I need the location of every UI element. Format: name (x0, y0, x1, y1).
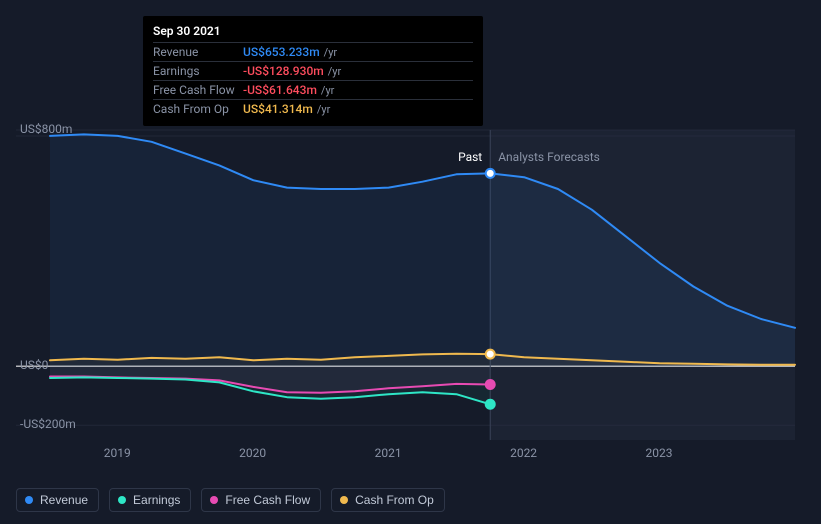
legend-item-label: Earnings (133, 493, 180, 507)
legend-color-dot (25, 496, 33, 504)
legend-item-label: Free Cash Flow (225, 493, 310, 507)
tooltip-row-value: US$41.314m (243, 101, 313, 118)
legend-item-label: Cash From Op (355, 493, 434, 507)
forecast-region-label: Analysts Forecasts (498, 150, 600, 164)
tooltip-row-value: US$653.233m (243, 44, 320, 61)
legend-item-cfo[interactable]: Cash From Op (331, 488, 445, 512)
tooltip-row-unit: /yr (324, 44, 337, 61)
tooltip-row: Cash From OpUS$41.314m/yr (153, 99, 473, 118)
tooltip-row: Free Cash Flow-US$61.643m/yr (153, 80, 473, 99)
tooltip-row-label: Cash From Op (153, 101, 243, 118)
tooltip-row-label: Free Cash Flow (153, 82, 243, 99)
tooltip-row-value: -US$61.643m (243, 82, 317, 99)
x-axis-tick-label: 2022 (510, 446, 537, 460)
tooltip-title: Sep 30 2021 (153, 24, 473, 38)
chart-legend: Revenue Earnings Free Cash Flow Cash From O… (16, 488, 445, 512)
legend-item-revenue[interactable]: Revenue (16, 488, 99, 512)
y-axis-tick-label: US$0 (20, 358, 48, 372)
x-axis-tick-label: 2021 (375, 446, 402, 460)
legend-item-label: Revenue (40, 493, 88, 507)
legend-color-dot (340, 496, 348, 504)
legend-item-earnings[interactable]: Earnings (109, 488, 191, 512)
y-axis-tick-label: -US$200m (20, 417, 76, 431)
tooltip-row: RevenueUS$653.233m/yr (153, 42, 473, 61)
x-axis-tick-label: 2019 (104, 446, 131, 460)
chart-tooltip: Sep 30 2021 RevenueUS$653.233m/yrEarning… (143, 16, 483, 126)
tooltip-row-unit: /yr (328, 63, 341, 80)
legend-color-dot (118, 496, 126, 504)
legend-item-fcf[interactable]: Free Cash Flow (201, 488, 321, 512)
past-region-label: Past (458, 150, 482, 164)
tooltip-row-label: Revenue (153, 44, 243, 61)
tooltip-rows: RevenueUS$653.233m/yrEarnings-US$128.930… (153, 42, 473, 118)
tooltip-row-value: -US$128.930m (243, 63, 324, 80)
x-axis-tick-label: 2020 (239, 446, 266, 460)
tooltip-row-label: Earnings (153, 63, 243, 80)
legend-color-dot (210, 496, 218, 504)
y-axis-tick-label: US$800m (20, 122, 72, 136)
tooltip-row-unit: /yr (321, 82, 334, 99)
tooltip-row-unit: /yr (317, 101, 330, 118)
tooltip-row: Earnings-US$128.930m/yr (153, 61, 473, 80)
x-axis-tick-label: 2023 (646, 446, 673, 460)
